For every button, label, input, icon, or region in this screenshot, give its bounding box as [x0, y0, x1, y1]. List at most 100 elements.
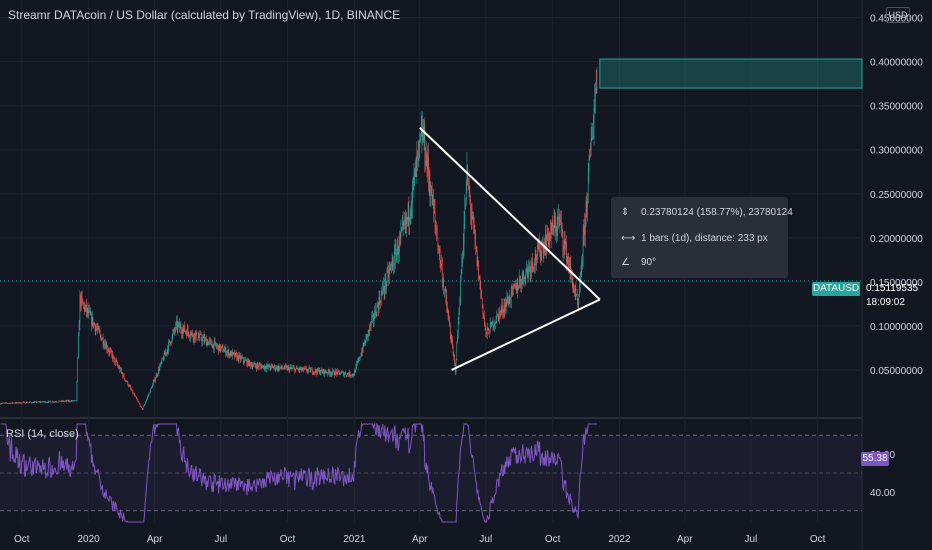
- candle-body: [310, 369, 312, 372]
- candle-body: [485, 327, 487, 333]
- candle-body: [219, 344, 220, 352]
- candle-body: [106, 344, 108, 350]
- candle-body: [327, 372, 328, 374]
- candle-body: [56, 401, 57, 403]
- candle-body: [329, 371, 330, 375]
- candle-body: [492, 321, 493, 325]
- candle-body: [417, 152, 418, 160]
- candle-body: [227, 350, 229, 352]
- candle-body: [274, 365, 275, 368]
- candle-body: [452, 346, 454, 353]
- candle-body: [392, 261, 394, 267]
- candle-body: [169, 340, 171, 343]
- candle-body: [124, 378, 126, 381]
- candle-body: [593, 107, 595, 124]
- candle-body: [474, 232, 476, 238]
- x-tick-label: Apr: [677, 534, 693, 545]
- candle-body: [49, 401, 51, 402]
- candle-body: [319, 369, 320, 374]
- candle-body: [277, 366, 278, 370]
- candle-body: [255, 365, 256, 367]
- candle-body: [595, 88, 597, 91]
- candle-body: [330, 373, 332, 375]
- candle-body: [478, 275, 480, 280]
- candle-body: [364, 341, 366, 344]
- candle-body: [99, 329, 100, 332]
- candle-body: [187, 328, 188, 336]
- candle-body: [125, 380, 126, 381]
- currency-badge[interactable]: USD: [886, 7, 910, 23]
- candle-body: [297, 368, 299, 370]
- candle-body: [378, 297, 380, 310]
- candle-body: [221, 346, 222, 348]
- candle-body: [544, 245, 545, 253]
- candle-body: [252, 365, 254, 368]
- drawings[interactable]: [0, 58, 863, 371]
- candle-body: [149, 392, 150, 394]
- candle-body: [183, 325, 185, 329]
- candle-body: [9, 403, 11, 404]
- candle-body: [14, 403, 15, 404]
- candle-body: [546, 239, 548, 250]
- candle-body: [92, 317, 94, 326]
- candle-body: [372, 315, 374, 321]
- candle-body: [377, 304, 378, 306]
- candle-body: [176, 320, 178, 330]
- candle-body: [394, 248, 396, 250]
- candle-body: [378, 305, 379, 310]
- candle-body: [387, 269, 389, 271]
- candle-body: [87, 308, 89, 314]
- candle-body: [70, 400, 72, 402]
- candle-body: [263, 365, 264, 369]
- y-tick-label: 0.15000000: [870, 278, 923, 289]
- candle-body: [282, 368, 283, 369]
- candle-body: [391, 261, 393, 264]
- candle-body: [91, 317, 93, 325]
- candle-body: [207, 341, 208, 345]
- candle-body: [4, 402, 6, 404]
- candle-body: [308, 368, 309, 370]
- candle-body: [346, 373, 348, 376]
- candle-body: [510, 300, 511, 302]
- candle-body: [409, 217, 410, 223]
- candle-body: [494, 323, 495, 327]
- candle-body: [209, 340, 211, 341]
- rsi-indicator-label[interactable]: RSI (14, close): [6, 428, 79, 440]
- candle-body: [192, 331, 193, 336]
- candle-body: [355, 365, 357, 373]
- candle-body: [163, 358, 164, 361]
- candle-body: [380, 293, 382, 304]
- candle-body: [33, 401, 35, 403]
- candle-body: [144, 404, 145, 406]
- candle-body: [185, 331, 187, 333]
- candle-body: [7, 403, 9, 404]
- candle-body: [269, 364, 270, 368]
- candle-body: [143, 405, 145, 408]
- x-tick-label: Apr: [412, 534, 428, 545]
- candle-body: [388, 269, 389, 278]
- candle-body: [313, 371, 315, 374]
- candle-body: [138, 401, 140, 403]
- candle-body: [96, 327, 97, 329]
- candle-body: [264, 366, 266, 369]
- candle-body: [211, 344, 213, 348]
- candle-body: [376, 304, 378, 317]
- candle-body: [457, 334, 458, 343]
- candle-body: [216, 346, 218, 347]
- candle-body: [561, 222, 563, 232]
- candle-body: [531, 258, 532, 269]
- candle-body: [395, 248, 397, 262]
- candle-body: [94, 325, 96, 332]
- candle-body: [415, 158, 417, 177]
- candle-body: [60, 401, 62, 403]
- candle-body: [202, 338, 203, 343]
- candle-body: [581, 265, 582, 274]
- candle-body: [235, 353, 237, 355]
- candle-body: [535, 253, 537, 260]
- candle-body: [122, 373, 124, 377]
- candle-body: [416, 158, 418, 160]
- angle-icon: ∠: [621, 257, 630, 268]
- candle-body: [557, 218, 559, 231]
